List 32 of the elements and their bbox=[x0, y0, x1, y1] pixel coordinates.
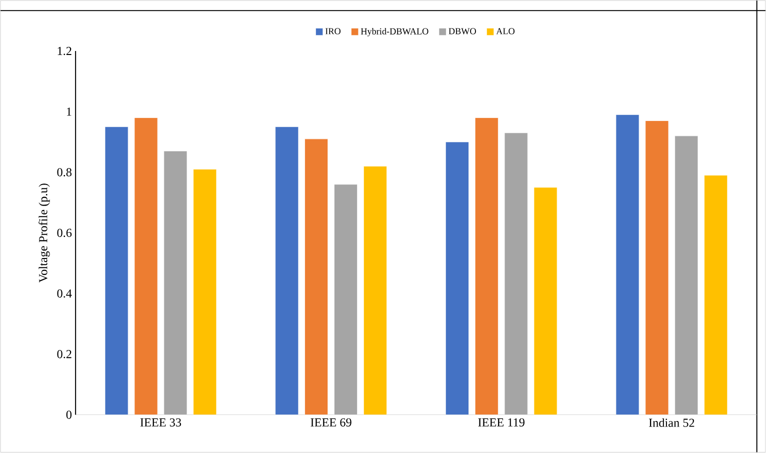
legend-label: DBWO bbox=[448, 28, 476, 34]
bar bbox=[275, 126, 299, 415]
bar bbox=[104, 126, 128, 415]
bar bbox=[645, 120, 669, 415]
bar bbox=[534, 187, 558, 415]
y-axis-title: Voltage Profile (p.u) bbox=[38, 184, 50, 283]
bar bbox=[363, 166, 387, 415]
y-tick-label: 1.2 bbox=[58, 47, 72, 56]
x-tick-label: Indian 52 bbox=[648, 418, 694, 427]
y-tick-label: 0.4 bbox=[57, 289, 72, 298]
bar bbox=[616, 114, 640, 415]
bar bbox=[304, 138, 328, 415]
bar bbox=[164, 150, 188, 415]
legend-label: IRO bbox=[325, 28, 340, 34]
bar bbox=[193, 169, 217, 415]
y-tick-label: 0.2 bbox=[57, 350, 72, 358]
bar bbox=[704, 175, 728, 415]
legend-label: Hybrid-DBWALO bbox=[360, 28, 428, 36]
bar bbox=[474, 118, 498, 415]
bar bbox=[674, 136, 698, 415]
x-tick-label: IEEE 69 bbox=[310, 418, 352, 427]
bar bbox=[504, 132, 528, 415]
y-tick-label: 0.6 bbox=[57, 228, 72, 238]
y-tick-label: 0 bbox=[66, 410, 72, 419]
y-tick-label: 0.8 bbox=[57, 168, 72, 177]
y-tick-label: 1 bbox=[66, 108, 72, 116]
x-tick-label: IEEE 119 bbox=[478, 418, 524, 427]
legend-label: ALO bbox=[496, 28, 515, 34]
x-tick-label: IEEE 33 bbox=[140, 418, 182, 427]
bar bbox=[445, 142, 469, 415]
bar bbox=[334, 184, 358, 415]
bar bbox=[134, 118, 158, 415]
